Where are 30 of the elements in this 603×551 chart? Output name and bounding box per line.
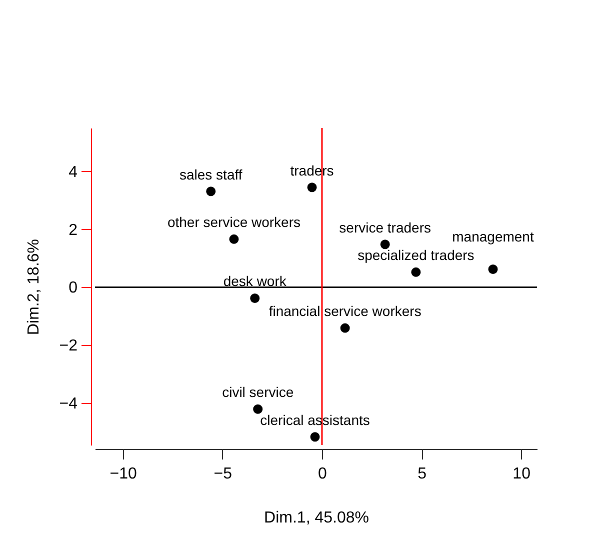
annotation: civil service: [222, 384, 294, 400]
y-tick-label: −4: [59, 396, 78, 413]
point: [307, 182, 317, 192]
x-tick-label: 10: [512, 466, 531, 482]
x-axis-title: Dim.1, 45.08%: [264, 510, 369, 526]
point: [253, 404, 263, 414]
x-tick-label: −10: [110, 466, 138, 482]
y-axis-title: Dim.2, 18.6%: [25, 238, 42, 336]
x-tick-label: 5: [418, 466, 427, 482]
point: [380, 240, 390, 250]
annotation: other service workers: [167, 214, 300, 230]
point: [310, 432, 320, 442]
annotation: sales staff: [179, 166, 242, 182]
point: [229, 234, 239, 244]
point: [206, 186, 216, 196]
point: [411, 267, 421, 277]
y-tick-label: 2: [68, 222, 78, 239]
point: [488, 264, 498, 274]
point: [340, 323, 350, 333]
annotation: service traders: [339, 219, 431, 236]
y-tick-label: 0: [68, 280, 78, 297]
annotation: management: [452, 228, 534, 244]
annotation: financial service workers: [268, 303, 422, 320]
annotation: specialized traders: [358, 247, 474, 264]
x-tick-label: 0: [318, 466, 328, 482]
y-tick-label: 4: [68, 164, 78, 181]
point: [250, 293, 260, 303]
x-tick-label: −5: [214, 466, 232, 482]
y-tick-label: −2: [59, 338, 78, 355]
annotation: desk work: [223, 273, 288, 290]
